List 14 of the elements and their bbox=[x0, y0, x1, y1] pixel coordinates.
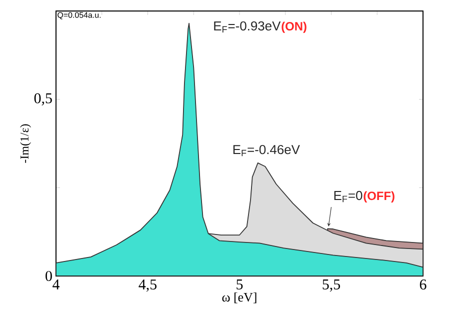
text: E$_{F}$=0 bbox=[334, 190, 362, 202]
annotation: (OFF) bbox=[364, 191, 394, 202]
x-axis-title: ω [eV] bbox=[222, 292, 256, 304]
series-label: E$_{F}$=-0.93eV bbox=[214, 21, 281, 32]
y-axis-title: -Im(1/ε) bbox=[20, 124, 31, 163]
series-label: E$_{F}$=-0.46eV bbox=[233, 144, 300, 156]
y-tick-label: 0,5 bbox=[34, 93, 52, 106]
x-tick-label: 6 bbox=[420, 280, 426, 290]
x-tick-label: 4 bbox=[52, 280, 60, 290]
x-tick-label: 5 bbox=[236, 280, 243, 290]
x-tick-label: 5,5 bbox=[322, 280, 340, 292]
y-tick-label: 0 bbox=[46, 270, 52, 282]
x-tick-label: 4,5 bbox=[138, 280, 157, 292]
annotation: (ON) bbox=[282, 22, 306, 33]
